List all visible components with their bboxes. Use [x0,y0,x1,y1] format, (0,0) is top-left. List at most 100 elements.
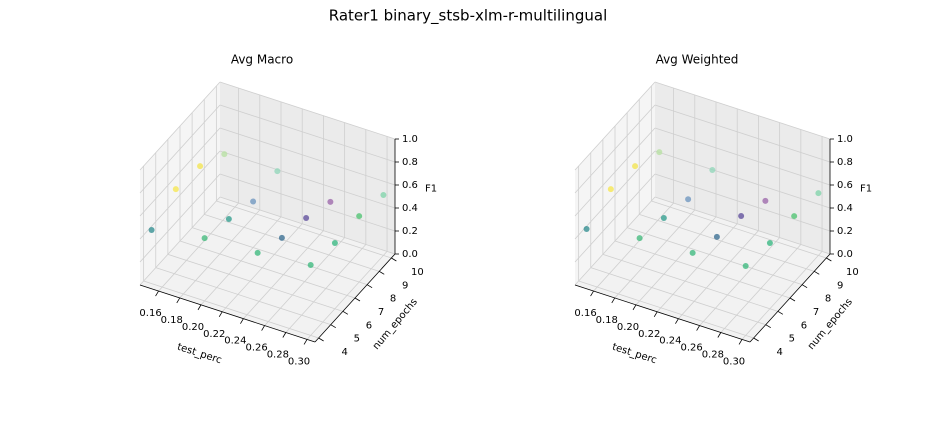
z-tick-label: 0.8 [837,157,853,168]
point [254,249,261,256]
z-tick-label: 0.0 [402,249,418,260]
grid-line [651,200,827,259]
tick-mark [777,310,784,315]
z-axis-label: F1 [860,184,872,195]
tick-mark [738,339,743,345]
grid-line [639,213,815,272]
grid-line [654,150,831,209]
z-tick-label: 0.0 [837,249,853,260]
tick-mark [801,284,808,289]
point [656,149,663,156]
tick-mark [330,324,336,329]
y-tick-label: 7 [378,307,384,318]
grid-line [179,240,356,299]
x-tick-label: 0.28 [702,350,724,361]
y-axis [314,253,396,343]
grid-line [139,150,221,240]
tick-mark [218,311,223,317]
point [331,239,338,246]
grid-line [626,227,803,286]
point [709,167,716,174]
z-tick-label: 0.6 [837,180,853,191]
tick-mark [765,324,771,329]
point [201,235,208,242]
z-tick-label: 0.4 [402,203,418,214]
grid-line [590,267,766,326]
tick-mark [240,318,244,324]
tick-mark [826,257,832,262]
point [303,214,310,221]
x-tick-label: 0.24 [659,336,681,347]
y-tick-label: 10 [846,267,859,278]
z-tick-label: 0.2 [837,226,853,237]
tick-mark [261,325,265,331]
point [689,249,696,256]
y-tick-label: 7 [813,307,819,318]
tick-mark [753,337,759,342]
x-tick-label: 0.16 [574,308,596,319]
y-tick-label: 5 [789,334,795,345]
z-tick-label: 0.8 [402,157,418,168]
x-tick-label: 0.22 [638,329,660,340]
grid-line [219,173,396,232]
point [685,196,692,203]
y-tick-label: 5 [354,334,360,345]
grid-line [219,127,396,186]
point [762,197,769,204]
x-tick-label: 0.18 [596,315,618,326]
figure-title: Rater1 binary_stsb-xlm-r-multilingual [329,7,608,26]
z-tick-label: 1.0 [402,134,418,145]
grid-line [219,196,396,255]
grid-line [191,227,368,286]
x-axis [139,284,316,343]
tick-mark [354,297,361,302]
tick-mark [379,270,385,275]
tick-mark [155,290,159,297]
point [583,225,590,232]
grid-line [614,240,791,299]
y-tick-label: 9 [837,280,843,291]
point [307,262,314,269]
x-tick-label: 0.30 [288,356,310,367]
tick-mark [632,304,637,311]
tick-mark [717,332,722,338]
x-tick-label: 0.30 [723,356,745,367]
grid-line [574,196,656,286]
grid-line [139,81,221,171]
x-tick-label: 0.22 [203,329,225,340]
x-axis-label: test_perc [176,342,223,367]
y-axis-label: num_epochs [806,297,855,352]
grid-line [654,104,831,163]
point [197,163,204,170]
y-tick-label: 10 [411,267,424,278]
grid-line [219,150,396,209]
x-tick-label: 0.20 [182,322,204,333]
grid-line [139,104,221,194]
point [791,213,798,220]
grid-line [654,127,831,186]
grid-line [167,253,344,312]
x-tick-label: 0.18 [161,315,183,326]
tick-mark [611,297,616,304]
point [660,214,667,221]
y-tick-label: 6 [801,320,807,331]
y-axis [749,253,831,343]
z-tick-label: 0.2 [402,226,418,237]
point [327,198,334,205]
grid-line [204,213,380,272]
y-axis-label: num_epochs [371,297,420,352]
x-tick-label: 0.24 [224,336,246,347]
point [221,151,228,158]
tick-mark [696,325,700,331]
grid-line [654,173,831,232]
y-tick-label: 8 [825,294,831,305]
tick-mark [342,310,349,315]
grid-line [216,200,392,259]
x-tick-label: 0.28 [267,350,289,361]
point [356,213,363,220]
grid-line [139,173,221,263]
point [278,234,285,241]
x-axis [574,284,751,343]
z-tick-label: 0.4 [837,203,853,214]
grid-line [578,280,754,339]
